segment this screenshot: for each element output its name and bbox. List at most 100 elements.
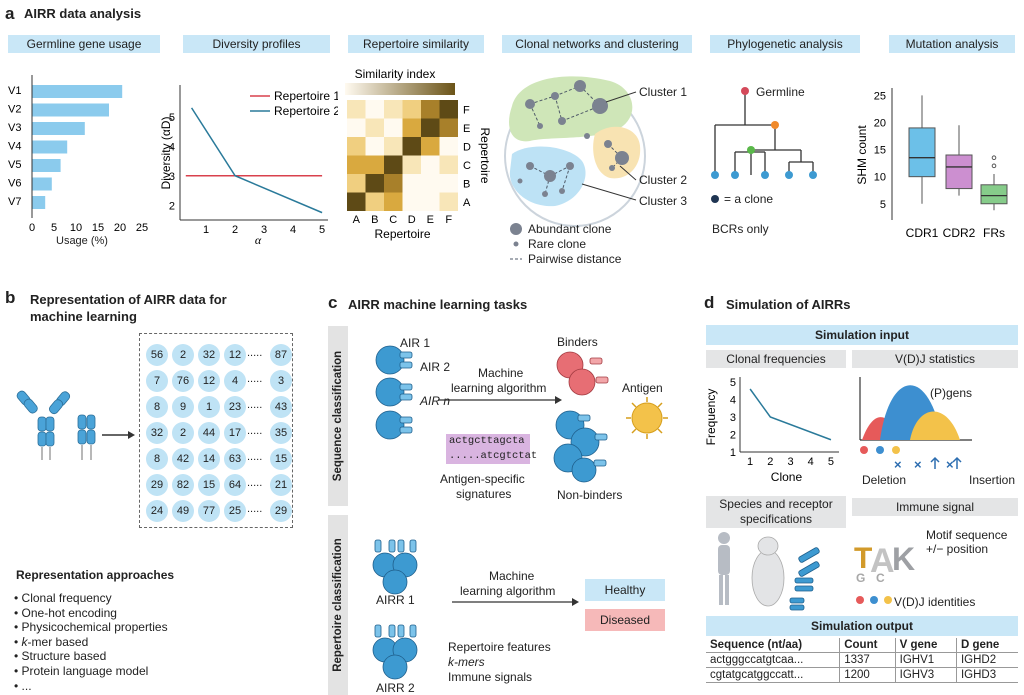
air-2-label: AIR 2 (420, 360, 451, 374)
shm-xtick-frs: FRs (983, 226, 1005, 240)
panel-d-title: Simulation of AIRRs (726, 297, 851, 312)
table-header: D gene (955, 638, 1018, 653)
air-1-label: AIR 1 (400, 336, 431, 350)
matrix-ellipsis: ..... (247, 373, 263, 385)
heatmap-cell (347, 100, 366, 119)
shm-ytick-5: 5 (880, 199, 886, 211)
matrix-ellipsis: ..... (247, 399, 263, 411)
gene-label-v7: V7 (8, 196, 21, 208)
antibody-icon (16, 390, 96, 460)
table-cell: actgggccatgtcaa... (706, 652, 840, 668)
matrix-cell: 12 (224, 344, 246, 366)
gene-label-v5: V5 (8, 159, 21, 171)
shm-ytick-15: 15 (874, 145, 886, 157)
panel-b-letter: b (5, 288, 16, 307)
legend-rare-clone: Rare clone (528, 237, 587, 251)
vdj-identities-label: V(D)J identities (894, 595, 976, 609)
cluster-2-label: Cluster 2 (639, 173, 688, 187)
matrix-cell: 32 (146, 422, 168, 444)
legend-repertoire-1: Repertoire 1 (274, 89, 338, 103)
species-receptor-box: Species and receptor specifications (706, 496, 846, 528)
box-frs (980, 184, 1008, 205)
heatmap-cell (439, 174, 458, 193)
similarity-colorbar (345, 83, 455, 95)
svg-text:×: × (946, 457, 954, 472)
table-cell: IGHD2 (955, 652, 1018, 668)
cluster-3-label: Cluster 3 (639, 194, 688, 208)
pgens-label: (P)gens (930, 386, 973, 400)
heatmap-cell (402, 192, 421, 211)
non-binders-label: Non-binders (557, 488, 623, 502)
ml-algorithm-line2-rep: learning algorithm (460, 584, 556, 598)
signature-seq-2: .....atcgtctat (449, 450, 538, 462)
usage-tick-25: 25 (136, 222, 148, 234)
panel-a-letter: a (5, 4, 15, 23)
usage-bar-v5 (32, 159, 61, 172)
table-cell: IGHD3 (955, 667, 1018, 683)
simulation-output-header: Simulation output (706, 616, 1018, 636)
table-header: Sequence (nt/aa) (706, 638, 840, 653)
motif-label-line2: +/− position (926, 542, 989, 556)
heatmap-xtick-a: A (353, 214, 361, 226)
table-header: Count (839, 638, 896, 653)
heatmap-cell (347, 137, 366, 156)
freq-ytick-4: 4 (730, 395, 736, 407)
header-clonal: Clonal networks and clustering (502, 35, 692, 53)
ml-algorithm-line1-seq: Machine (478, 366, 524, 380)
arrow-to-matrix (102, 431, 135, 439)
matrix-ellipsis: ..... (247, 347, 263, 359)
matrix-cell: 14 (198, 448, 220, 470)
shm-ytick-10: 10 (874, 172, 886, 184)
header-similarity: Repertoire similarity (348, 35, 484, 53)
heatmap-cell (439, 137, 458, 156)
heatmap-cell (402, 118, 421, 137)
clonal-frequencies-box: Clonal frequencies (706, 350, 846, 368)
freq-xtick-4: 4 (808, 456, 814, 468)
ancestor-node-orange (771, 121, 779, 129)
matrix-cell: 82 (172, 474, 194, 496)
table-cell: IGHV1 (894, 652, 957, 668)
diseased-label: Diseased (585, 609, 665, 631)
legend-repertoire-2: Repertoire 2 (274, 104, 338, 118)
heatmap-cell (421, 137, 440, 156)
svg-text:K: K (892, 541, 915, 577)
matrix-cell: 44 (198, 422, 220, 444)
repertoire-classification-diagram (372, 539, 579, 680)
heatmap-cell (347, 155, 366, 174)
panel-b-title-line2: machine learning (30, 309, 137, 324)
header-mutation: Mutation analysis (889, 35, 1015, 53)
heatmap-cell (439, 118, 458, 137)
insertion-label: Insertion (969, 473, 1016, 487)
heatmap-cell (365, 118, 384, 137)
matrix-cell: 12 (198, 370, 220, 392)
matrix-cell: 24 (146, 500, 168, 522)
fr-outlier (991, 163, 997, 169)
usage-bar-v1 (32, 85, 123, 98)
air-n-label: AIR n (420, 394, 451, 408)
cluster-1-label: Cluster 1 (639, 85, 688, 99)
deletion-label: Deletion (862, 473, 907, 487)
motif-label-line1: Motif sequence (926, 528, 1008, 542)
germline-bar-chart: V1 V2 V3 V4 V5 V6 V7 0 5 10 15 20 25 (8, 75, 148, 234)
usage-bar-v2 (32, 103, 109, 117)
matrix-cell: 25 (224, 500, 246, 522)
diversity-xlabel: α (255, 233, 262, 245)
heatmap-cell (421, 192, 440, 211)
clonal-network-diagram (504, 76, 646, 227)
diversity-xtick-2: 2 (232, 224, 238, 236)
heatmap-cell (365, 174, 384, 193)
panel-c-title: AIRR machine learning tasks (348, 297, 528, 312)
matrix-cell: 77 (198, 500, 220, 522)
immune-signal-box: Immune signal (852, 498, 1018, 516)
shm-xtick-cdr2: CDR2 (943, 226, 976, 240)
diversity-ytick-2: 2 (169, 200, 175, 212)
heatmap-cell (365, 155, 384, 174)
box-cdr2 (945, 154, 973, 190)
diversity-xtick-5: 5 (319, 224, 325, 236)
heatmap-cell (365, 137, 384, 156)
heatmap-cell (384, 174, 403, 193)
simulation-input-header: Simulation input (706, 325, 1018, 345)
heatmap-cell (421, 155, 440, 174)
diversity-ytick-4: 4 (169, 141, 175, 153)
diversity-ytick-5: 5 (169, 112, 175, 124)
